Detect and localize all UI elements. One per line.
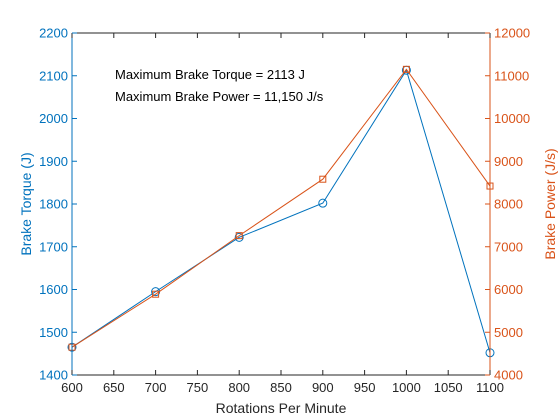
series-left-line — [71, 68, 491, 353]
y-right-tick-label: 12000 — [494, 26, 530, 41]
annotation-1: Maximum Brake Torque = 2113 J — [115, 67, 305, 82]
x-tick-label: 900 — [312, 380, 334, 395]
plot-background — [72, 33, 490, 375]
y-left-tick-label: 1500 — [39, 325, 68, 340]
y-right-tick-label: 9000 — [494, 154, 523, 169]
labels-layer: Rotations Per Minute Brake Torque (J) Brak… — [18, 148, 558, 416]
y-right-tick-label: 11000 — [494, 68, 529, 83]
annotation-layer: Maximum Brake Torque = 2113 J Maximum Bra… — [115, 67, 324, 104]
y-right-tick-label: 7000 — [494, 239, 523, 254]
torque-point — [234, 232, 244, 242]
x-axis-label: Rotations Per Minute — [216, 400, 347, 416]
y-left-axis-label: Brake Torque (J) — [18, 152, 34, 255]
power-point — [152, 290, 160, 298]
power-point — [319, 175, 327, 183]
y-right-axis-label: Brake Power (J/s) — [542, 148, 558, 259]
y-right-tick-label: 5000 — [494, 325, 523, 340]
y-left-tick-label: 2200 — [39, 26, 68, 41]
y-left-tick-label: 1700 — [39, 239, 68, 254]
y-right-tick-label: 4000 — [494, 368, 523, 383]
y-left-tick-label: 1800 — [39, 197, 68, 212]
torque-point — [318, 198, 328, 208]
x-tick-label: 1000 — [392, 380, 421, 395]
y-left-tick-label: 1400 — [39, 368, 68, 383]
y-left-tick-label: 2100 — [39, 68, 68, 83]
y-right-tick-label: 6000 — [494, 282, 523, 297]
y-right-tick-label: 10000 — [494, 111, 530, 126]
power-point — [402, 65, 410, 73]
x-tick-label: 800 — [228, 380, 250, 395]
x-tick-label: 950 — [354, 380, 376, 395]
power-point — [235, 232, 243, 240]
y-right-tick-label: 8000 — [494, 197, 523, 212]
y-left-tick-label: 1600 — [39, 282, 68, 297]
y-left-tick-label: 1900 — [39, 154, 68, 169]
x-tick-label: 850 — [270, 380, 292, 395]
x-tick-label: 1100 — [476, 380, 504, 395]
x-tick-label: 700 — [145, 380, 167, 395]
series-right-line — [71, 68, 491, 348]
x-tick-label: 650 — [103, 380, 125, 395]
y-left-tick-label: 2000 — [39, 111, 68, 126]
ticks-layer: 600 650 700 750 800 850 900 950 1000 1050 1100 1400… — [39, 26, 530, 396]
x-tick-label: 600 — [61, 380, 83, 395]
x-tick-label: 1050 — [434, 380, 463, 395]
annotation-2: Maximum Brake Power = 11,150 J/s — [115, 89, 324, 104]
x-tick-label: 750 — [187, 380, 209, 395]
